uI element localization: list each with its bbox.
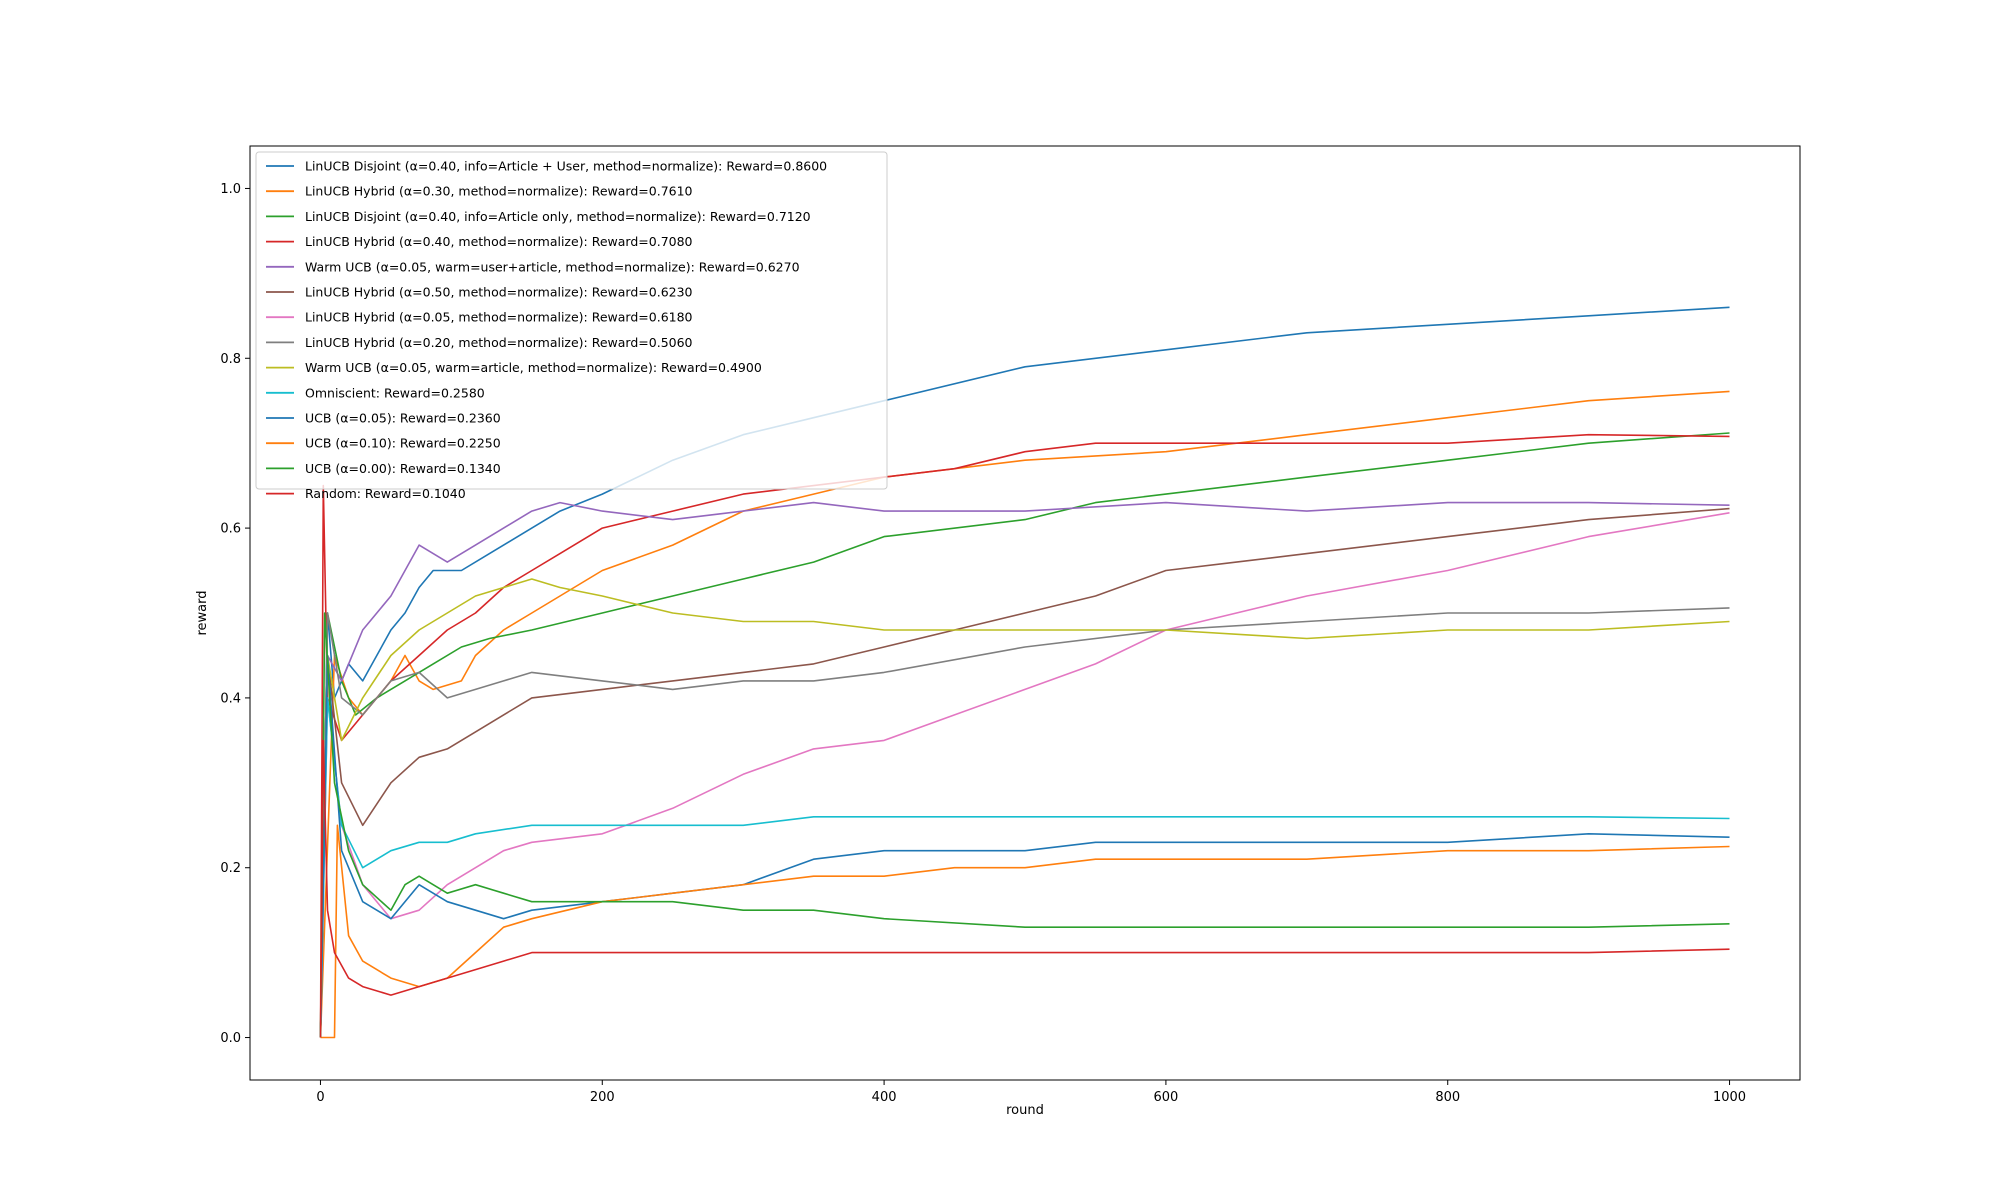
x-tick-label: 400 [872,1090,897,1105]
series-line-4 [319,433,1730,1038]
y-tick-label: 0.2 [220,861,241,876]
y-tick-label: 0.8 [220,352,241,367]
legend-entry: LinUCB Hybrid (α=0.30, method=normalize)… [305,184,693,199]
y-tick-label: 0.0 [220,1031,241,1046]
series-line-6 [319,507,1730,1038]
plot-frame [249,145,1801,1081]
y-tick-label: 0.4 [220,691,241,706]
x-tick-label: 200 [590,1090,615,1105]
y-tick-label: 0.6 [220,522,241,537]
y-axis: 0.0 0.2 0.4 0.6 0.8 1.0 [220,182,250,1046]
series-line-9 [319,578,1730,1038]
legend-entry: LinUCB Disjoint (α=0.40, info=Article on… [305,209,811,224]
legend-entry: Warm UCB (α=0.05, warm=article, method=n… [305,360,762,375]
legend-entry: Random: Reward=0.1040 [305,486,466,501]
legend-box [255,151,888,490]
x-axis: 0 200 400 600 800 1000 [316,1080,1746,1105]
legend-entry: UCB (α=0.10): Reward=0.2250 [305,436,501,451]
x-tick-label: 800 [1435,1090,1460,1105]
x-tick-label: 1000 [1713,1090,1746,1105]
legend-entry: LinUCB Disjoint (α=0.40, info=Article + … [305,159,827,174]
y-tick-label: 1.0 [220,182,241,197]
legend: LinUCB Disjoint (α=0.40, info=Article + … [255,151,888,501]
legend-entry: LinUCB Hybrid (α=0.20, method=normalize)… [305,335,693,350]
legend-entry: Warm UCB (α=0.05, warm=user+article, met… [305,259,800,274]
series-layer [319,306,1730,1039]
legend-items: LinUCB Disjoint (α=0.40, info=Article + … [266,159,827,501]
series-line-12 [320,824,1730,1039]
series-line-11 [319,654,1730,1038]
series-line-10 [319,697,1730,1038]
series-line-5 [319,501,1730,1038]
legend-entry: UCB (α=0.00): Reward=0.1340 [305,461,501,476]
legend-entry: Omniscient: Reward=0.2580 [305,385,485,400]
legend-entry: UCB (α=0.05): Reward=0.2360 [305,411,501,426]
legend-entry: LinUCB Hybrid (α=0.40, method=normalize)… [305,234,693,249]
y-axis-title: reward [195,590,210,635]
series-line-14 [319,739,1730,1038]
x-tick-label: 600 [1153,1090,1178,1105]
series-line-7 [319,512,1730,1038]
x-axis-title: round [1006,1103,1044,1118]
series-line-8 [319,607,1730,1038]
x-tick-label: 0 [316,1090,324,1105]
legend-entry: LinUCB Hybrid (α=0.05, method=normalize)… [305,310,693,325]
series-line-13 [319,612,1730,1038]
series-line-3 [319,432,1730,1038]
legend-entry: LinUCB Hybrid (α=0.50, method=normalize)… [305,285,693,300]
series-line-1 [319,306,1730,1038]
